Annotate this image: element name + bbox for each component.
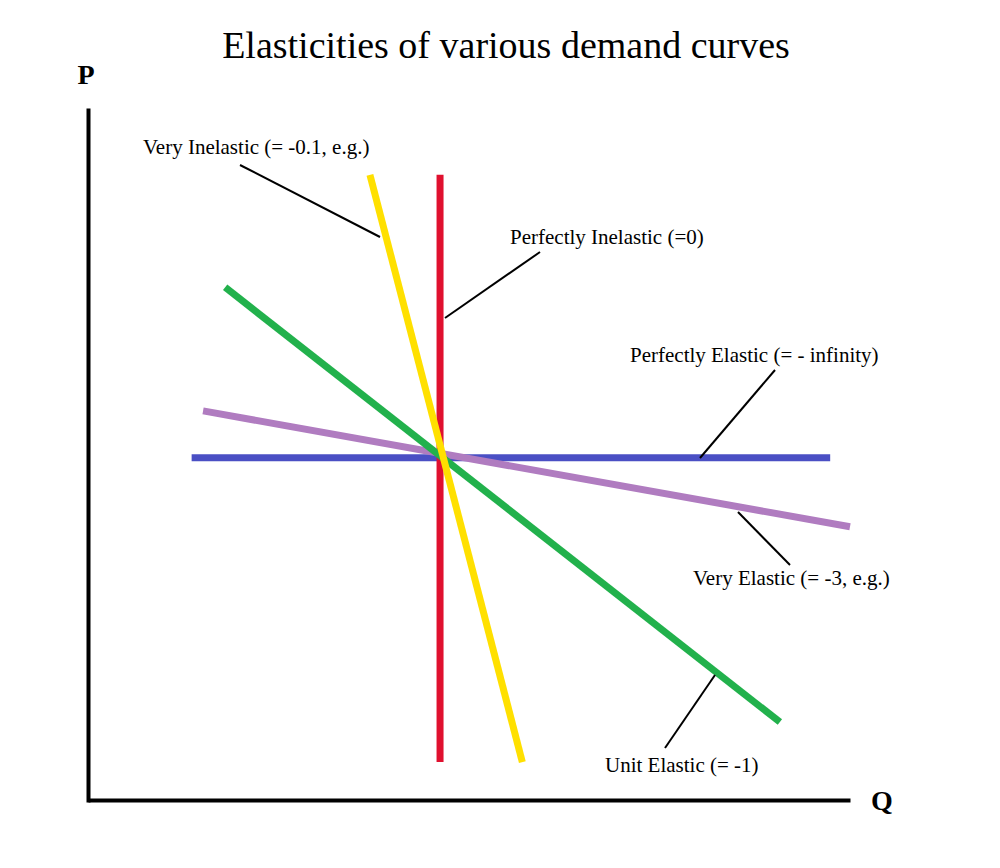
chart: Elasticities of various demand curvesPQP… bbox=[0, 0, 1000, 868]
curve-label: Unit Elastic (= -1) bbox=[605, 753, 759, 777]
leader-line bbox=[445, 252, 540, 318]
demand-curve bbox=[192, 454, 831, 461]
demand-curve bbox=[437, 175, 444, 762]
y-axis bbox=[88, 111, 89, 801]
curve-label: Perfectly Inelastic (=0) bbox=[510, 225, 704, 249]
leader-line bbox=[738, 512, 790, 565]
annotations: Perfectly Elastic (= - infinity) Very Ela… bbox=[143, 135, 890, 777]
leader-line bbox=[240, 165, 380, 237]
y-axis-label: P bbox=[77, 59, 94, 90]
leader-line bbox=[665, 675, 715, 748]
axis-line bbox=[89, 799, 851, 803]
x-axis-label: Q bbox=[871, 785, 893, 816]
plot-area bbox=[192, 175, 850, 762]
x-axis bbox=[89, 800, 851, 801]
leader-line bbox=[700, 370, 775, 458]
curve-label: Perfectly Elastic (= - infinity) bbox=[630, 343, 879, 367]
title: Elasticities of various demand curves bbox=[222, 24, 790, 66]
curve-label: Very Inelastic (= -0.1, e.g.) bbox=[143, 135, 369, 159]
demand-curve bbox=[203, 411, 850, 527]
axis-line bbox=[87, 111, 91, 801]
curve-label: Very Elastic (= -3, e.g.) bbox=[693, 566, 890, 590]
demand-curve bbox=[370, 175, 522, 762]
